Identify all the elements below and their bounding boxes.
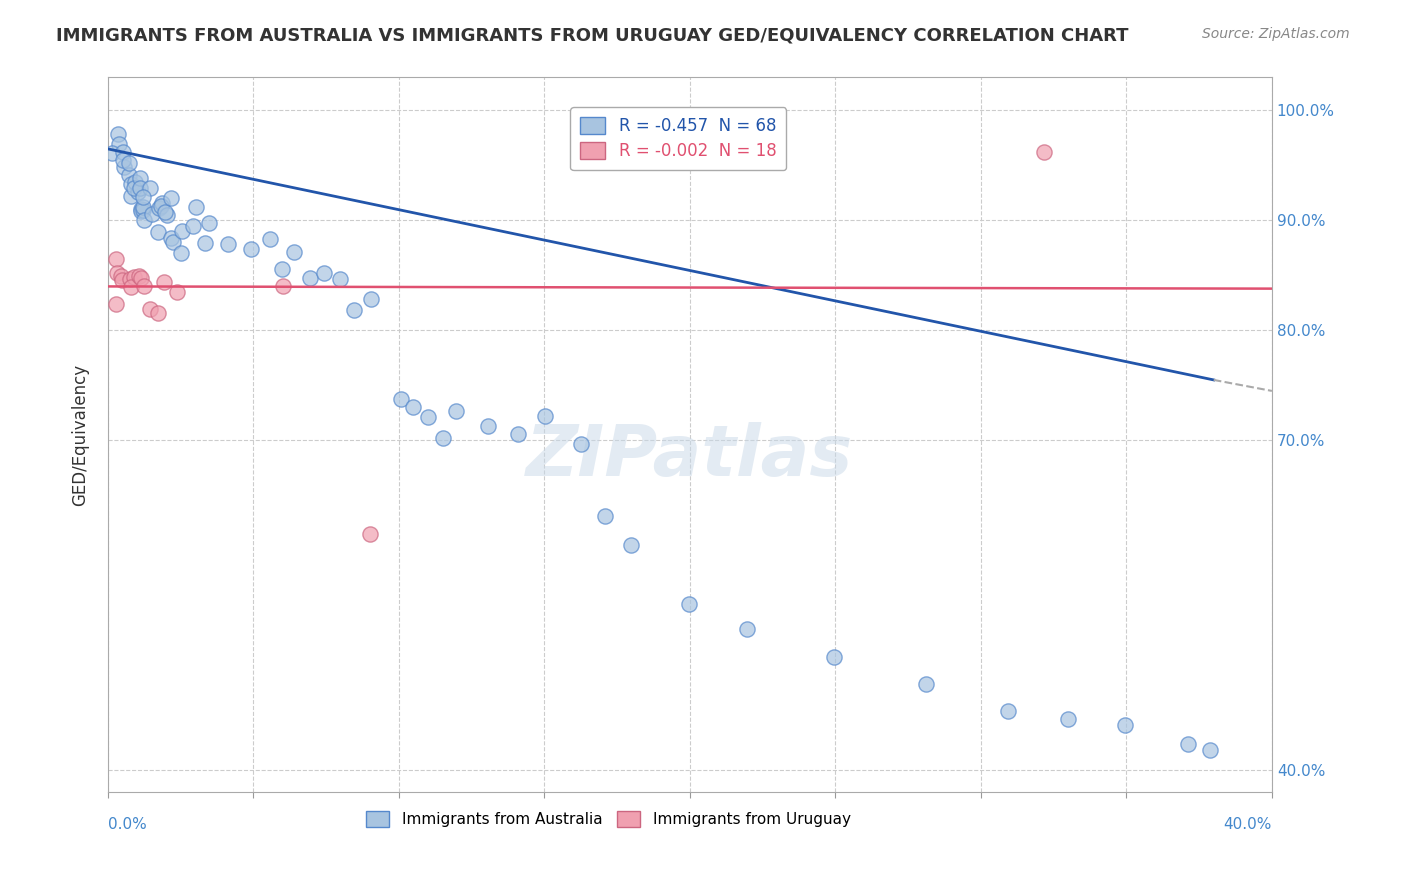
Point bbox=[124, 180, 146, 194]
Point bbox=[1057, 712, 1080, 726]
Point bbox=[132, 203, 155, 218]
Point bbox=[997, 704, 1019, 718]
Point bbox=[129, 170, 152, 185]
Point bbox=[170, 245, 193, 260]
Point bbox=[343, 303, 366, 318]
Point bbox=[129, 202, 152, 216]
Point bbox=[283, 244, 305, 259]
Point bbox=[444, 403, 467, 417]
Point bbox=[128, 268, 150, 283]
Point bbox=[915, 676, 938, 690]
Point bbox=[359, 526, 381, 541]
Point bbox=[150, 195, 173, 210]
Point bbox=[1198, 742, 1220, 756]
Point bbox=[155, 205, 177, 219]
Text: 40.0%: 40.0% bbox=[1223, 817, 1272, 832]
Point bbox=[160, 191, 183, 205]
Point bbox=[101, 145, 124, 160]
Point bbox=[127, 185, 149, 199]
Point bbox=[111, 145, 134, 159]
Point bbox=[312, 266, 335, 280]
Point bbox=[118, 272, 141, 286]
Point bbox=[148, 201, 170, 215]
Point bbox=[1177, 737, 1199, 751]
Point bbox=[198, 216, 221, 230]
Point bbox=[162, 235, 184, 250]
Text: ZIPatlas: ZIPatlas bbox=[526, 422, 853, 491]
Point bbox=[112, 153, 135, 167]
Point bbox=[152, 275, 174, 289]
Point bbox=[160, 231, 183, 245]
Y-axis label: GED/Equivalency: GED/Equivalency bbox=[72, 364, 89, 506]
Point bbox=[823, 649, 845, 664]
Point bbox=[105, 266, 128, 280]
Point bbox=[166, 285, 188, 300]
Point bbox=[402, 400, 425, 414]
Point bbox=[569, 437, 592, 451]
Point bbox=[270, 261, 292, 276]
Point bbox=[217, 237, 239, 252]
Point bbox=[259, 231, 281, 245]
Point bbox=[132, 278, 155, 293]
Point bbox=[118, 168, 141, 182]
Point bbox=[184, 200, 207, 214]
Point bbox=[120, 177, 142, 191]
Point bbox=[129, 203, 152, 218]
Point bbox=[104, 297, 127, 311]
Point bbox=[146, 225, 169, 239]
Point bbox=[416, 409, 439, 424]
Point bbox=[146, 306, 169, 320]
Point bbox=[678, 598, 700, 612]
Point bbox=[620, 538, 643, 552]
Point bbox=[477, 418, 499, 433]
Legend: R = -0.457  N = 68, R = -0.002  N = 18: R = -0.457 N = 68, R = -0.002 N = 18 bbox=[571, 107, 786, 170]
Text: Source: ZipAtlas.com: Source: ZipAtlas.com bbox=[1202, 27, 1350, 41]
Point bbox=[139, 301, 162, 316]
Point bbox=[131, 200, 153, 214]
Point bbox=[129, 271, 152, 285]
Point bbox=[112, 160, 135, 174]
Point bbox=[1032, 145, 1054, 160]
Point bbox=[172, 224, 194, 238]
Point bbox=[107, 137, 129, 152]
Point bbox=[360, 293, 382, 307]
Point bbox=[124, 175, 146, 189]
Point bbox=[534, 409, 557, 423]
Point bbox=[118, 156, 141, 170]
Point bbox=[1114, 717, 1136, 731]
Point bbox=[141, 207, 163, 221]
Point bbox=[194, 236, 217, 251]
Point bbox=[389, 392, 412, 406]
Point bbox=[110, 269, 132, 284]
Point bbox=[432, 431, 454, 445]
Point bbox=[240, 242, 263, 256]
Point bbox=[132, 213, 155, 227]
Point bbox=[139, 180, 162, 194]
Point bbox=[299, 271, 322, 285]
Point bbox=[111, 273, 134, 287]
Point bbox=[181, 219, 204, 233]
Point bbox=[128, 181, 150, 195]
Point bbox=[506, 426, 529, 441]
Point bbox=[122, 269, 145, 284]
Point bbox=[107, 128, 129, 142]
Point bbox=[120, 188, 142, 202]
Point bbox=[271, 279, 294, 293]
Text: 0.0%: 0.0% bbox=[108, 817, 146, 832]
Point bbox=[595, 508, 617, 523]
Point bbox=[132, 190, 155, 204]
Point bbox=[105, 252, 128, 266]
Text: IMMIGRANTS FROM AUSTRALIA VS IMMIGRANTS FROM URUGUAY GED/EQUIVALENCY CORRELATION: IMMIGRANTS FROM AUSTRALIA VS IMMIGRANTS … bbox=[56, 27, 1129, 45]
Point bbox=[149, 198, 172, 212]
Point bbox=[120, 280, 142, 294]
Point bbox=[329, 272, 352, 286]
Point bbox=[156, 208, 179, 222]
Point bbox=[737, 622, 759, 636]
